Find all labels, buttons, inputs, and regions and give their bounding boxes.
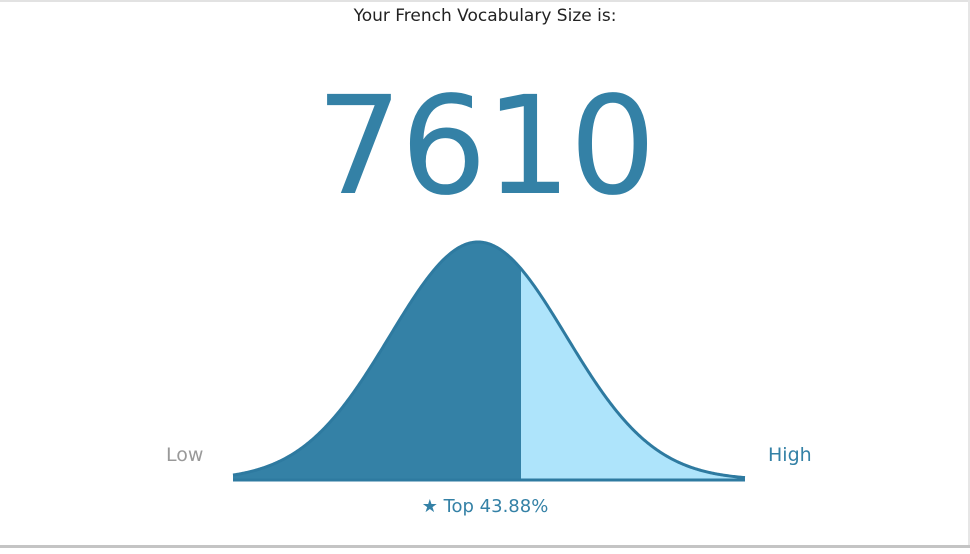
below-score-area [233,242,521,480]
page-title: Your French Vocabulary Size is: [353,6,617,26]
low-label: Low [166,444,204,466]
top-border [0,0,970,2]
percentile: ★ Top 43.88% [0,496,970,517]
percentile-text: Top 43.88% [443,496,549,517]
vocabulary-score: 7610 [315,68,656,226]
curve-outline [232,240,746,482]
high-label: High [768,444,812,466]
right-border [968,0,970,548]
bottom-divider [0,545,970,548]
star-icon: ★ [421,496,438,517]
above-score-area [521,268,745,480]
